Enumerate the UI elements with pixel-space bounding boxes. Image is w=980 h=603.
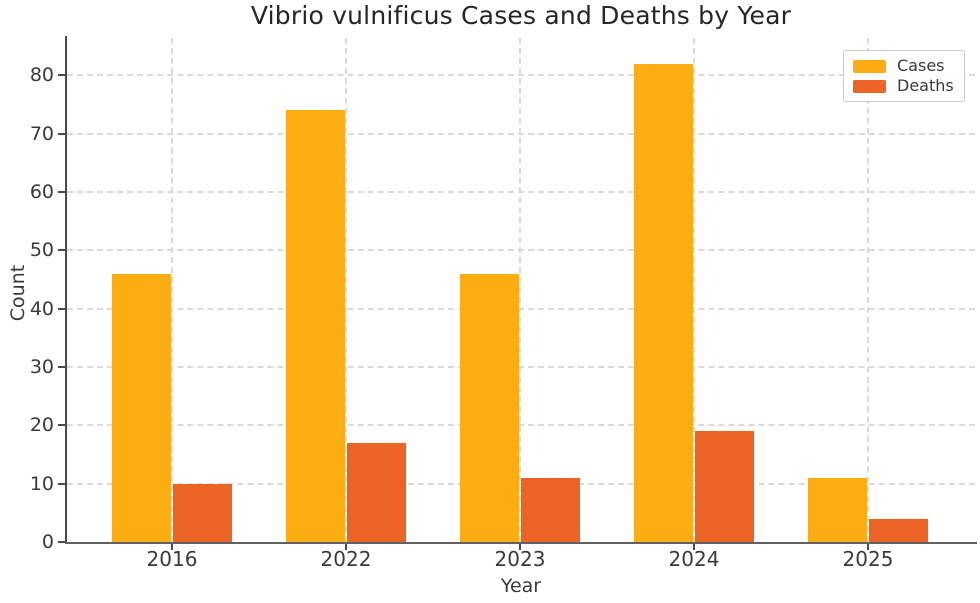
x-tick-label-2024: 2024 — [668, 547, 720, 571]
chart-title: Vibrio vulnificus Cases and Deaths by Ye… — [250, 1, 792, 30]
y-tick-label-60: 60 — [29, 181, 54, 203]
x-tick-label-2023: 2023 — [494, 547, 546, 571]
y-tick-label-70: 70 — [29, 122, 54, 145]
y-tick-mark-10 — [58, 482, 65, 485]
y-tick-label-40: 40 — [29, 297, 54, 320]
cases-bar-2022 — [286, 110, 345, 542]
deaths-bar-2025 — [869, 518, 928, 542]
y-axis-spine — [65, 36, 67, 544]
x-tick-label-2022: 2022 — [320, 547, 372, 571]
gridline-y-20 — [67, 424, 975, 427]
cases-bar-2023 — [460, 273, 519, 542]
y-tick-label-20: 20 — [29, 414, 54, 437]
deaths-color-swatch — [853, 79, 886, 93]
legend-label-deaths: Deaths — [897, 76, 954, 95]
deaths-bar-2023 — [521, 477, 580, 542]
y-tick-mark-80 — [58, 74, 65, 77]
gridline-x-2024 — [693, 38, 695, 542]
cases-bar-2025 — [808, 477, 867, 542]
cases-bar-2016 — [112, 273, 171, 542]
legend: Cases Deaths — [843, 50, 965, 102]
y-tick-mark-20 — [58, 424, 65, 427]
x-tick-label-2016: 2016 — [146, 547, 198, 571]
y-tick-label-10: 10 — [29, 472, 54, 495]
gridline-y-50 — [67, 249, 975, 252]
y-tick-label-30: 30 — [29, 356, 54, 378]
gridline-x-2023 — [519, 38, 521, 542]
deaths-bar-2022 — [347, 442, 406, 542]
x-tick-mark-2025 — [867, 544, 869, 550]
y-tick-label-50: 50 — [29, 239, 54, 262]
x-axis-spine — [65, 542, 977, 544]
gridline-y-60 — [67, 191, 975, 193]
y-tick-label-80: 80 — [29, 64, 54, 87]
y-tick-mark-50 — [58, 249, 65, 252]
x-tick-label-2025: 2025 — [842, 547, 894, 571]
y-tick-mark-60 — [58, 191, 65, 193]
y-tick-mark-40 — [58, 307, 65, 310]
gridline-x-2022 — [345, 38, 347, 542]
y-tick-mark-0 — [58, 541, 65, 543]
gridline-x-2025 — [867, 38, 869, 542]
y-tick-mark-30 — [58, 366, 65, 368]
y-axis-label: Count — [7, 264, 29, 322]
x-tick-mark-2023 — [519, 544, 521, 550]
y-tick-mark-70 — [58, 132, 65, 135]
legend-item-cases: Cases — [853, 57, 955, 75]
gridline-y-30 — [67, 366, 975, 368]
x-tick-mark-2016 — [171, 544, 173, 550]
legend-item-deaths: Deaths — [853, 77, 955, 95]
gridline-y-70 — [67, 132, 975, 135]
gridline-y-40 — [67, 307, 975, 310]
deaths-bar-2016 — [173, 483, 232, 542]
y-tick-label-0: 0 — [41, 531, 54, 553]
gridline-x-2016 — [171, 38, 173, 542]
x-tick-mark-2022 — [345, 544, 347, 550]
deaths-bar-2024 — [695, 431, 754, 542]
x-tick-mark-2024 — [693, 544, 695, 550]
x-axis-label: Year — [500, 575, 542, 597]
cases-bar-2024 — [634, 63, 693, 542]
legend-label-cases: Cases — [897, 56, 945, 75]
cases-color-swatch — [853, 59, 886, 73]
gridline-y-80 — [67, 74, 975, 77]
